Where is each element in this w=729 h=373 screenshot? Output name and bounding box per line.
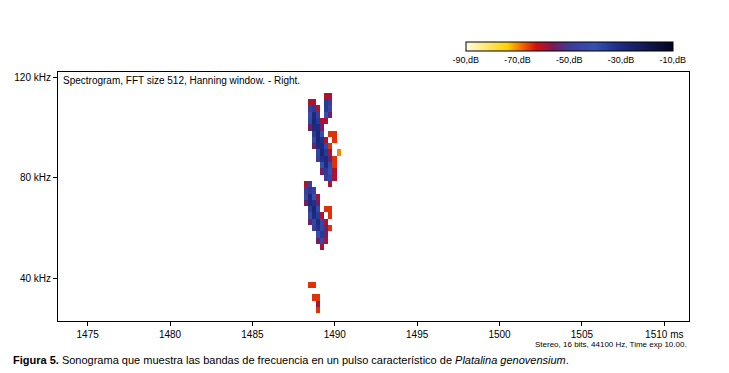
svg-text:Spectrogram, FFT size 512, Han: Spectrogram, FFT size 512, Hanning windo… (63, 75, 300, 86)
svg-text:1500: 1500 (488, 329, 511, 340)
svg-text:-70,dB: -70,dB (504, 55, 531, 65)
svg-text:1505: 1505 (571, 329, 594, 340)
svg-text:1475: 1475 (77, 329, 100, 340)
svg-text:120 kHz: 120 kHz (14, 72, 51, 83)
svg-text:1490: 1490 (324, 329, 347, 340)
svg-text:-10,dB: -10,dB (659, 55, 686, 65)
svg-text:1510 ms: 1510 ms (645, 329, 683, 340)
svg-text:1485: 1485 (241, 329, 264, 340)
svg-text:40 kHz: 40 kHz (20, 273, 51, 284)
svg-text:80 kHz: 80 kHz (20, 172, 51, 183)
svg-text:Stereo, 16 bits, 44100 Hz, Tim: Stereo, 16 bits, 44100 Hz, Time exp 10.0… (535, 340, 687, 349)
svg-text:-30,dB: -30,dB (608, 55, 635, 65)
svg-text:Figura 5. Sonograma que muestr: Figura 5. Sonograma que muestra las band… (13, 354, 569, 366)
svg-text:-90,dB: -90,dB (452, 55, 479, 65)
svg-text:-50,dB: -50,dB (556, 55, 583, 65)
svg-text:1480: 1480 (159, 329, 182, 340)
svg-text:1495: 1495 (406, 329, 429, 340)
